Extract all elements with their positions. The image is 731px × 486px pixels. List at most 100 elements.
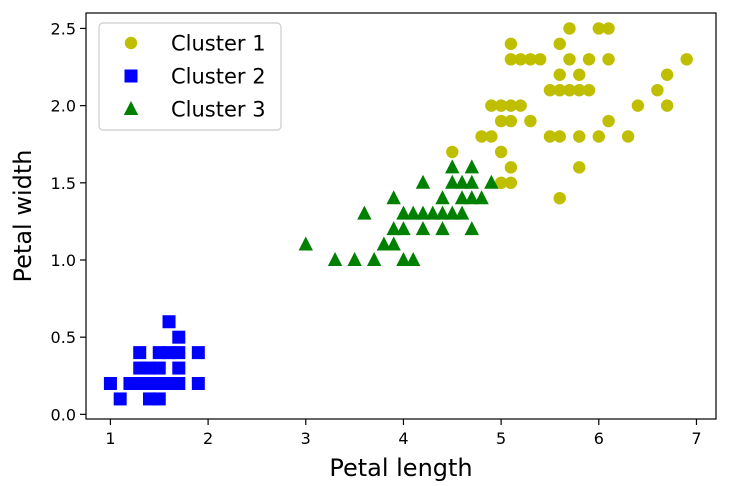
data-point bbox=[386, 190, 401, 205]
data-point bbox=[172, 376, 186, 390]
data-point bbox=[133, 346, 147, 360]
data-point bbox=[454, 174, 470, 189]
data-point bbox=[386, 221, 401, 236]
y-axis-ticks: 0.0 0.5 1.0 1.5 2.0 2.5 bbox=[51, 19, 86, 424]
data-point bbox=[524, 53, 537, 66]
data-point bbox=[485, 99, 498, 112]
x-tick-label: 4 bbox=[398, 429, 408, 448]
legend-label: Cluster 2 bbox=[171, 65, 266, 89]
y-tick-label: 0.5 bbox=[51, 328, 76, 347]
data-point bbox=[504, 53, 518, 66]
data-point bbox=[651, 83, 664, 97]
data-point bbox=[133, 376, 147, 390]
data-point bbox=[435, 205, 450, 220]
data-point bbox=[396, 221, 411, 236]
data-point bbox=[494, 176, 508, 190]
legend-label: Cluster 1 bbox=[171, 32, 266, 56]
plot-frame bbox=[85, 12, 717, 420]
data-point bbox=[191, 376, 205, 390]
x-tick-label: 1 bbox=[105, 429, 115, 448]
data-point bbox=[660, 99, 674, 112]
data-point bbox=[464, 159, 480, 174]
x-axis-label: Petal length bbox=[329, 454, 472, 482]
x-tick-label: 2 bbox=[203, 429, 213, 448]
legend: Cluster 1 Cluster 2 Cluster 3 bbox=[98, 22, 282, 131]
y-tick-label: 2.5 bbox=[51, 19, 76, 38]
data-point bbox=[396, 205, 411, 220]
data-point bbox=[446, 145, 459, 159]
data-point bbox=[504, 99, 518, 112]
data-point bbox=[415, 174, 431, 189]
data-point bbox=[347, 251, 362, 266]
data-point bbox=[152, 392, 166, 406]
data-point bbox=[573, 68, 586, 81]
data-point bbox=[162, 315, 176, 329]
series-2 bbox=[103, 315, 205, 406]
y-tick-label: 1.5 bbox=[51, 174, 76, 193]
x-tick-label: 5 bbox=[496, 429, 506, 448]
data-point bbox=[415, 221, 431, 236]
data-point bbox=[445, 205, 460, 220]
data-point bbox=[103, 376, 117, 390]
data-point bbox=[553, 37, 566, 51]
series-3 bbox=[298, 159, 499, 266]
data-point bbox=[621, 130, 635, 143]
data-point bbox=[592, 22, 605, 35]
data-point bbox=[376, 236, 392, 251]
data-point bbox=[563, 53, 576, 66]
data-point bbox=[406, 205, 421, 220]
data-point bbox=[357, 205, 372, 220]
data-point bbox=[445, 174, 460, 189]
legend-marker bbox=[123, 101, 139, 115]
data-point bbox=[582, 53, 596, 66]
data-point bbox=[464, 190, 480, 205]
data-point bbox=[494, 114, 508, 128]
data-point bbox=[162, 376, 176, 390]
data-point bbox=[504, 176, 518, 190]
data-point bbox=[543, 83, 557, 97]
y-axis-label: Petal width bbox=[9, 150, 37, 283]
data-point bbox=[445, 159, 460, 174]
data-point bbox=[573, 130, 586, 143]
data-point bbox=[563, 22, 576, 35]
data-point bbox=[327, 251, 343, 266]
data-point bbox=[425, 205, 440, 220]
data-point bbox=[298, 236, 313, 251]
data-point bbox=[142, 361, 156, 375]
data-point bbox=[602, 53, 615, 66]
data-point bbox=[191, 346, 205, 360]
data-point bbox=[113, 392, 127, 406]
data-point bbox=[474, 190, 489, 205]
data-point bbox=[454, 190, 470, 205]
data-point bbox=[553, 130, 566, 143]
data-point bbox=[396, 251, 411, 266]
x-tick-label: 7 bbox=[691, 429, 701, 448]
data-point bbox=[172, 361, 186, 375]
data-point bbox=[680, 53, 693, 66]
data-point bbox=[133, 361, 147, 375]
series-1 bbox=[446, 22, 693, 205]
data-point bbox=[660, 68, 674, 81]
data-point bbox=[464, 174, 480, 189]
data-point bbox=[573, 161, 586, 174]
data-point bbox=[553, 83, 566, 97]
data-point bbox=[162, 346, 176, 360]
data-point bbox=[123, 376, 137, 390]
data-point bbox=[553, 68, 566, 81]
x-tick-label: 3 bbox=[301, 429, 311, 448]
data-point bbox=[464, 221, 480, 236]
legend-marker bbox=[124, 69, 138, 83]
data-point bbox=[454, 205, 470, 220]
y-tick-label: 1.0 bbox=[51, 251, 76, 270]
data-point bbox=[152, 376, 166, 390]
data-point bbox=[172, 330, 186, 344]
data-point bbox=[573, 83, 586, 97]
data-point bbox=[172, 346, 186, 360]
data-point bbox=[602, 22, 615, 35]
data-point bbox=[494, 145, 508, 159]
data-point bbox=[524, 114, 537, 128]
data-point bbox=[475, 130, 488, 143]
data-point bbox=[366, 251, 382, 266]
x-axis-ticks: 1 2 3 4 5 6 7 bbox=[105, 419, 702, 448]
y-tick-label: 0.0 bbox=[51, 405, 76, 424]
